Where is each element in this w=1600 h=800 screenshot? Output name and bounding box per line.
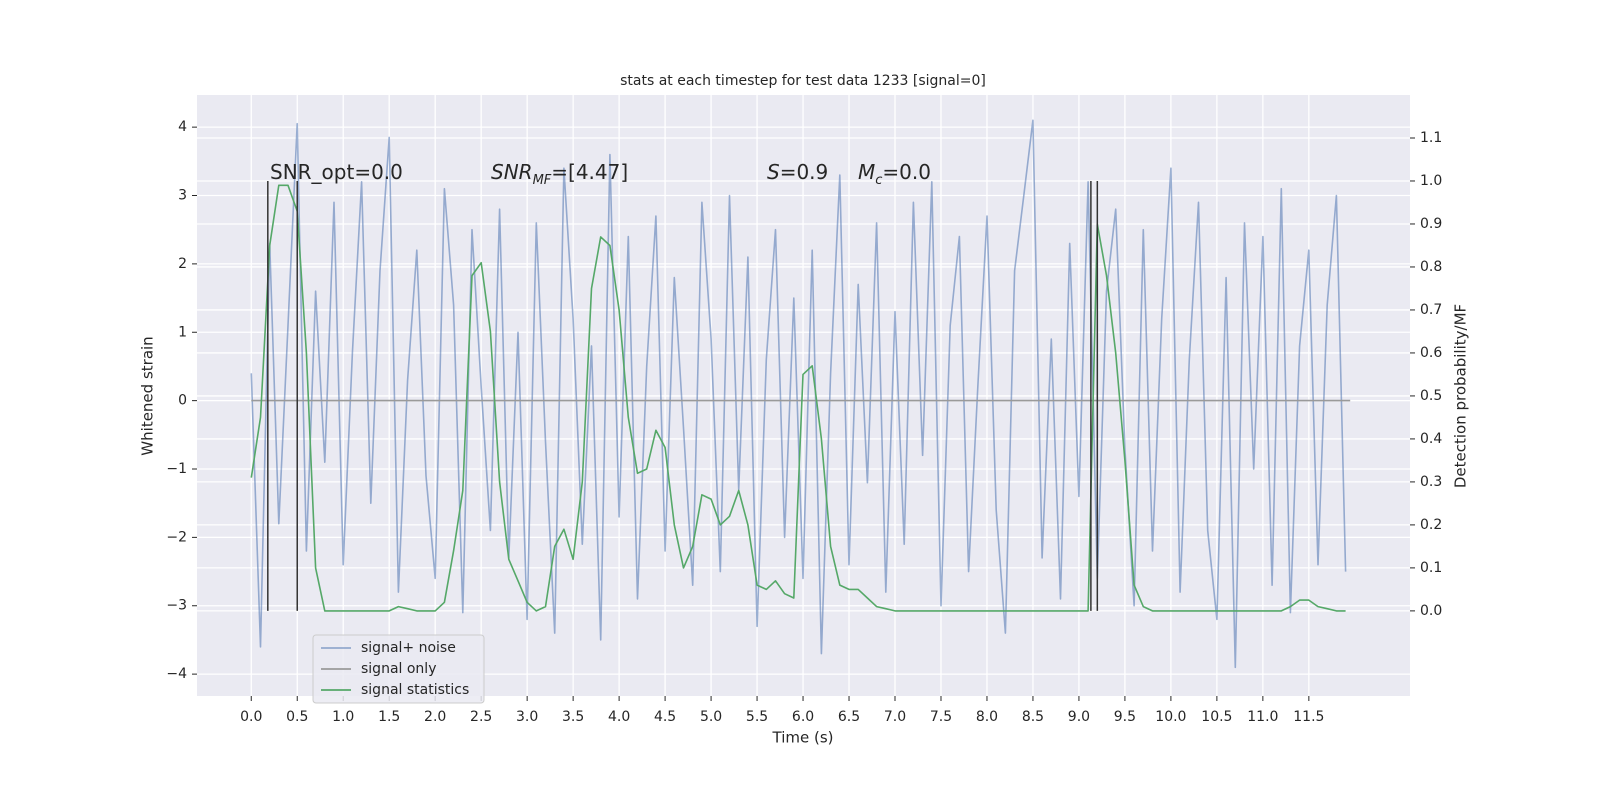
x-tick-label: 7.0 xyxy=(884,709,906,725)
x-tick-label: 8.0 xyxy=(976,709,998,725)
y2-tick-label: 0.9 xyxy=(1420,216,1442,232)
x-tick-label: 8.5 xyxy=(1022,709,1044,725)
x-tick-label: 9.0 xyxy=(1068,709,1090,725)
y2-axis-label: Detection probability/MF xyxy=(1452,304,1470,488)
annotation-part: =[4.47] xyxy=(551,160,628,184)
y2-tick-label: 0.8 xyxy=(1420,259,1442,275)
series-line xyxy=(250,184,1346,612)
y2-tick-label: 0.5 xyxy=(1420,388,1442,404)
x-tick-label: 1.5 xyxy=(378,709,400,725)
y2-tick-label: 0.0 xyxy=(1420,603,1442,619)
x-tick-label: 10.5 xyxy=(1201,709,1232,725)
annotation: SNRMF=[4.47] xyxy=(491,160,628,189)
annotation-part: =0.0 xyxy=(882,160,931,184)
x-tick-label: 2.5 xyxy=(470,709,492,725)
annotation-part: c xyxy=(875,173,882,188)
legend-label: signal+ noise xyxy=(361,640,456,656)
x-tick-label: 4.0 xyxy=(608,709,630,725)
y-axis-label: Whitened strain xyxy=(139,336,157,455)
legend-label: signal only xyxy=(361,661,436,677)
annotation: Mc=0.0 xyxy=(858,160,931,189)
y-tick-label: −3 xyxy=(166,598,187,614)
y-tick-label: 3 xyxy=(178,188,187,204)
x-tick-label: 0.5 xyxy=(286,709,308,725)
y-tick-label: 4 xyxy=(178,119,187,135)
annotation-part: S xyxy=(767,160,780,184)
y2-tick-label: 0.4 xyxy=(1420,431,1442,447)
x-tick-label: 0.0 xyxy=(240,709,262,725)
series-line xyxy=(250,119,1347,669)
y-tick-label: −1 xyxy=(166,461,187,477)
legend: signal+ noise signal only signal statistic… xyxy=(312,634,485,704)
y2-tick-label: 1.0 xyxy=(1420,173,1442,189)
x-tick-label: 6.0 xyxy=(792,709,814,725)
legend-box xyxy=(312,634,485,704)
annotation-part: SNR xyxy=(491,160,533,184)
x-tick-label: 5.5 xyxy=(746,709,768,725)
annotation: SNR_opt=0.0 xyxy=(270,160,403,184)
annotation-part: SNR_opt=0.0 xyxy=(270,160,403,184)
chart-title: stats at each timestep for test data 123… xyxy=(620,73,986,89)
x-tick-label: 7.5 xyxy=(930,709,952,725)
annotation-part: M xyxy=(858,160,875,184)
legend-label: signal statistics xyxy=(361,682,469,698)
y-tick-label: 2 xyxy=(178,256,187,272)
y2-tick-label: 0.3 xyxy=(1420,474,1442,490)
annotation-part: =0.9 xyxy=(780,160,829,184)
x-tick-label: 4.5 xyxy=(654,709,676,725)
x-tick-label: 1.0 xyxy=(332,709,354,725)
x-tick-label: 6.5 xyxy=(838,709,860,725)
x-tick-label: 5.0 xyxy=(700,709,722,725)
x-tick-label: 9.5 xyxy=(1114,709,1136,725)
y2-tick-label: 1.1 xyxy=(1420,130,1442,146)
y-tick-label: −4 xyxy=(166,666,187,682)
y2-tick-label: 0.2 xyxy=(1420,517,1442,533)
x-axis-label: Time (s) xyxy=(772,729,834,747)
y-tick-label: 1 xyxy=(178,324,187,340)
y-tick-label: −2 xyxy=(166,529,187,545)
annotation: S=0.9 xyxy=(767,160,828,184)
y2-tick-label: 0.6 xyxy=(1420,345,1442,361)
x-tick-label: 10.0 xyxy=(1155,709,1186,725)
annotation-part: MF xyxy=(533,173,552,188)
x-tick-label: 2.0 xyxy=(424,709,446,725)
y-tick-label: 0 xyxy=(178,393,187,409)
y2-tick-label: 0.1 xyxy=(1420,560,1442,576)
x-tick-label: 3.5 xyxy=(562,709,584,725)
x-tick-label: 11.5 xyxy=(1293,709,1324,725)
x-tick-label: 3.0 xyxy=(516,709,538,725)
y2-tick-label: 0.7 xyxy=(1420,302,1442,318)
x-tick-label: 11.0 xyxy=(1247,709,1278,725)
